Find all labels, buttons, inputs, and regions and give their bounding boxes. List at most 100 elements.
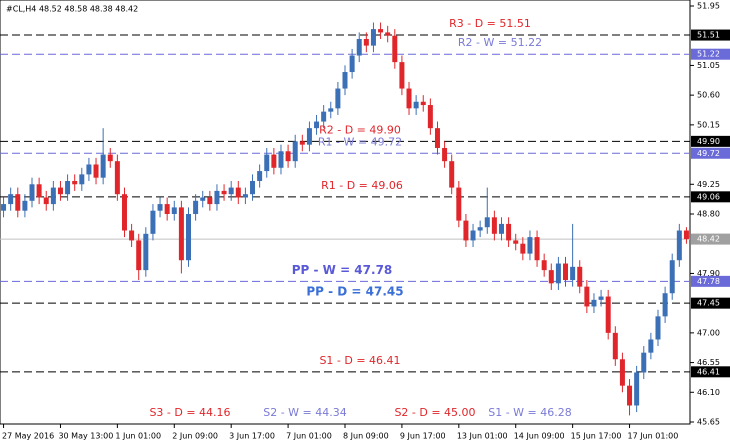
candle-body [86, 164, 92, 175]
candle-body [392, 35, 398, 63]
candle-body [129, 230, 135, 241]
level-tag [691, 297, 730, 309]
candle-body [114, 161, 120, 195]
candle-body [584, 286, 590, 307]
candle-body [634, 372, 640, 406]
candle-body [29, 184, 35, 201]
y-tick-label: 50.15 [697, 120, 720, 129]
candle-body [520, 243, 526, 254]
candle-body [406, 88, 412, 109]
candle-body [15, 194, 21, 211]
candle-body [484, 217, 490, 228]
candle-body [271, 154, 277, 168]
y-tick-label: 47.90 [697, 269, 720, 278]
candle-body [427, 105, 433, 129]
y-tick-label: 46.55 [697, 358, 720, 367]
candle-body [214, 190, 220, 205]
candle-body [349, 55, 355, 73]
x-tick-label: 15 Jun 17:00 [571, 432, 622, 441]
candle-body [207, 197, 213, 205]
offscreen-level-label: S1 - W = 46.28 [488, 406, 572, 419]
candle-body [157, 204, 163, 211]
candle-body [627, 385, 633, 406]
candle-body [100, 154, 106, 178]
y-tick-label: 48.80 [697, 210, 720, 219]
level-label: PP - W = 47.78 [292, 263, 393, 277]
x-tick-label: 3 Jun 17:00 [229, 432, 275, 441]
candle-body [513, 240, 519, 244]
level-tag-label: 49.72 [697, 149, 720, 158]
candle-body [235, 187, 241, 198]
candle-body [669, 260, 675, 294]
candle-body [242, 194, 248, 198]
level-tag-label: 46.41 [697, 367, 720, 376]
candle-body [563, 263, 569, 281]
candle-body [570, 266, 576, 281]
candle-body [321, 111, 327, 122]
candle-body [477, 227, 483, 231]
candle-body [250, 180, 256, 195]
offscreen-level-label: S2 - D = 45.00 [394, 406, 475, 419]
candle-body [65, 180, 71, 195]
candle-body [456, 187, 462, 221]
y-tick-label: 49.25 [697, 180, 720, 189]
candle-body [79, 174, 85, 185]
candle-body [257, 171, 263, 181]
candle-body [328, 108, 334, 112]
candle-body [676, 230, 682, 261]
candle-body [164, 204, 170, 214]
candle-body [50, 187, 56, 205]
level-label: S1 - D = 46.41 [319, 354, 400, 367]
x-tick-label: 13 Jun 01:00 [457, 432, 508, 441]
level-label: R2 - D = 49.90 [319, 123, 401, 136]
candle-body [527, 237, 533, 254]
candle-body [541, 260, 547, 271]
y-tick-label: 50.60 [697, 91, 720, 100]
candle-body [193, 200, 199, 214]
level-tag-label: 51.22 [697, 50, 720, 59]
candle-body [577, 266, 583, 287]
candle-body [285, 151, 291, 162]
candle-body [655, 316, 661, 340]
x-tick-label: 30 May 13:00 [58, 432, 113, 441]
candle-body [370, 29, 376, 46]
candle-body [314, 121, 320, 129]
x-tick-label: 2 Jun 09:00 [172, 432, 218, 441]
level-tag [691, 366, 730, 378]
level-tag-label: 51.51 [697, 31, 720, 40]
offscreen-level-label: S2 - W = 44.34 [263, 406, 347, 419]
candle-body [591, 299, 597, 307]
candle-body [264, 154, 270, 172]
candle-body [598, 296, 604, 300]
candle-body [342, 72, 348, 89]
level-label: R1 - W = 49.72 [318, 135, 402, 148]
candle-body [378, 29, 384, 33]
candle-body [498, 223, 504, 234]
candle-body [228, 187, 234, 195]
price-tag-label: 48.42 [697, 235, 720, 244]
level-label: R2 - W = 51.22 [458, 36, 542, 49]
level-tag-label: 49.90 [697, 137, 720, 146]
candle-body [306, 128, 312, 145]
level-label: PP - D = 47.45 [306, 285, 403, 299]
candle-body [121, 194, 127, 231]
candle-body [1, 204, 7, 211]
candle-body [8, 194, 14, 205]
level-tag [691, 135, 730, 147]
candle-body [200, 197, 206, 201]
candle-body [612, 332, 618, 360]
level-label: R1 - D = 49.06 [321, 179, 403, 192]
x-tick-label: 14 Jun 09:00 [514, 432, 565, 441]
candle-body [150, 210, 156, 234]
y-tick-label: 51.95 [697, 2, 720, 11]
y-tick-label: 51.05 [697, 61, 720, 70]
chart-title: #CL,H4 48.52 48.58 48.38 48.42 [6, 5, 138, 14]
level-tag [691, 191, 730, 203]
candle-body [107, 154, 113, 162]
candle-body [221, 190, 227, 195]
level-tag [691, 48, 730, 60]
candle-body [555, 263, 561, 284]
candle-body [385, 32, 391, 36]
candle-body [72, 180, 78, 185]
